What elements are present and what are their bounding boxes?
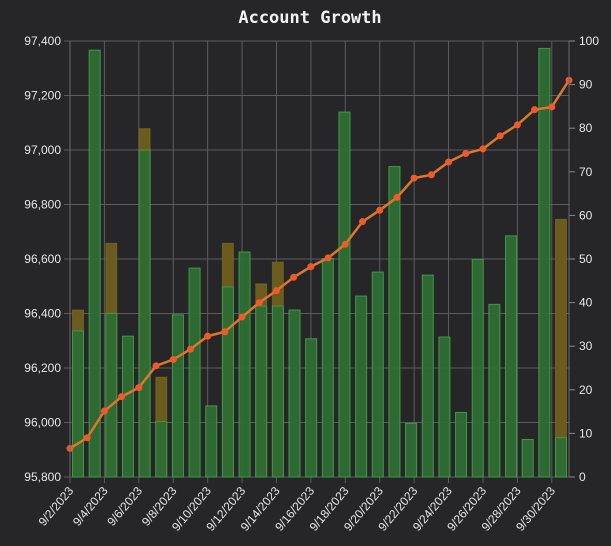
primary-bar (321, 258, 334, 478)
x-tick-label: 9/6/2023 (104, 484, 145, 529)
primary-bar (288, 309, 301, 478)
balance-line-path (69, 79, 571, 450)
balance-point (462, 150, 470, 158)
balance-point (272, 287, 280, 295)
balance-point (496, 132, 504, 140)
right-tick-label: 0 (579, 470, 586, 484)
primary-bar (405, 422, 418, 478)
balance-point (376, 206, 384, 214)
primary-bar (338, 111, 351, 478)
right-tick-label: 90 (579, 78, 593, 92)
balance-point (324, 254, 332, 262)
balance-point (359, 218, 367, 226)
balance-point (238, 313, 246, 321)
balance-point (255, 299, 263, 307)
right-tick-label: 40 (579, 296, 593, 310)
right-tick-label: 60 (579, 208, 593, 222)
primary-bar (72, 330, 84, 478)
primary-bar (555, 437, 567, 478)
balance-point (100, 407, 108, 415)
balance-point (135, 384, 143, 392)
primary-bar (355, 295, 368, 478)
balance-point (169, 356, 177, 364)
balance-point (531, 106, 539, 114)
balance-point (410, 174, 418, 182)
primary-bar (421, 274, 434, 478)
balance-point (479, 145, 487, 153)
primary-bar (171, 314, 184, 478)
balance-point (341, 240, 349, 248)
balance-point (290, 273, 298, 281)
bars (72, 47, 567, 478)
x-tick-label: 9/4/2023 (70, 484, 111, 529)
balance-point (513, 121, 521, 129)
primary-bar (205, 405, 218, 478)
primary-bar (521, 439, 534, 478)
primary-bar (371, 271, 384, 478)
primary-bar (238, 251, 251, 478)
balance-point (427, 171, 435, 179)
left-tick-label: 96,600 (24, 252, 61, 266)
left-tick-label: 96,000 (24, 416, 61, 430)
primary-bar (488, 303, 501, 478)
balance-point (83, 434, 91, 442)
primary-bar (271, 305, 284, 478)
balance-point (186, 345, 194, 353)
primary-bar (505, 235, 518, 478)
right-tick-label: 20 (579, 383, 593, 397)
primary-bar (138, 149, 151, 478)
primary-bar (438, 336, 451, 478)
left-tick-label: 95,800 (24, 470, 61, 484)
primary-bar (255, 305, 268, 478)
balance-point (393, 193, 401, 201)
balance-point (548, 103, 556, 111)
primary-bar (188, 267, 201, 478)
primary-bar (88, 49, 101, 478)
primary-bar (305, 338, 318, 478)
primary-bar (455, 411, 468, 478)
primary-bar (155, 421, 168, 478)
primary-bar (105, 313, 118, 478)
balance-point (445, 158, 453, 166)
balance-line (66, 76, 573, 452)
left-tick-label: 97,200 (24, 89, 61, 103)
chart-title: Account Growth (238, 8, 381, 28)
primary-bar (471, 258, 484, 478)
x-tick-label: 9/2/2023 (36, 484, 77, 529)
right-tick-label: 30 (579, 339, 593, 353)
left-tick-label: 96,400 (24, 307, 61, 321)
balance-point (118, 393, 126, 401)
right-tick-label: 80 (579, 121, 593, 135)
primary-bar (388, 166, 401, 478)
primary-bar (221, 286, 234, 478)
balance-point (307, 263, 315, 271)
left-tick-label: 97,000 (24, 143, 61, 157)
right-tick-label: 50 (579, 252, 593, 266)
balance-point (152, 362, 160, 370)
balance-point (221, 328, 229, 336)
right-tick-label: 70 (579, 165, 593, 179)
balance-point (204, 332, 212, 340)
left-tick-label: 96,200 (24, 361, 61, 375)
left-tick-label: 96,800 (24, 198, 61, 212)
left-tick-label: 97,400 (24, 34, 61, 48)
right-tick-label: 10 (579, 426, 593, 440)
right-tick-label: 100 (579, 34, 599, 48)
primary-bar (121, 335, 134, 478)
primary-bar (538, 47, 551, 478)
